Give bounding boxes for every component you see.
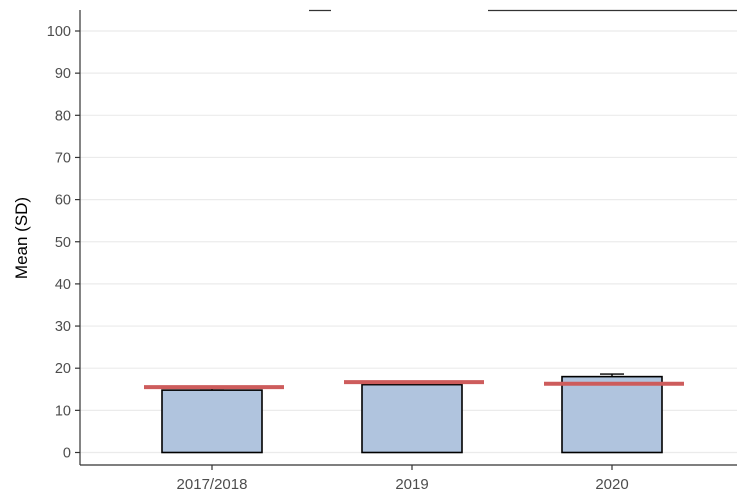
y-tick-label: 20 [55,361,71,377]
y-tick-label: 90 [55,66,71,82]
tick-labels: 0 10 20 30 40 50 60 70 80 90 100 2017/2018 2019 2020 [47,24,629,493]
y-tick-label: 0 [63,446,71,462]
bar [161,389,263,454]
y-tick-label: 80 [55,108,71,124]
y-tick-label: 70 [55,150,71,166]
reference-lines [144,380,684,390]
bar [361,383,463,454]
y-tick-label: 60 [55,193,71,209]
y-tick-label: 30 [55,319,71,335]
y-tick-label: 40 [55,277,71,293]
x-tick-label: 2020 [595,476,628,493]
y-tick-label: 10 [55,403,71,419]
x-tick-label: 2017/2018 [177,476,248,493]
x-tick-label: 2019 [395,476,428,493]
y-tick-label: 50 [55,235,71,251]
y-tick-label: 100 [47,24,71,40]
bar [561,375,663,454]
y-axis-title: Mean (SD) [12,197,31,279]
axes [75,9,737,470]
